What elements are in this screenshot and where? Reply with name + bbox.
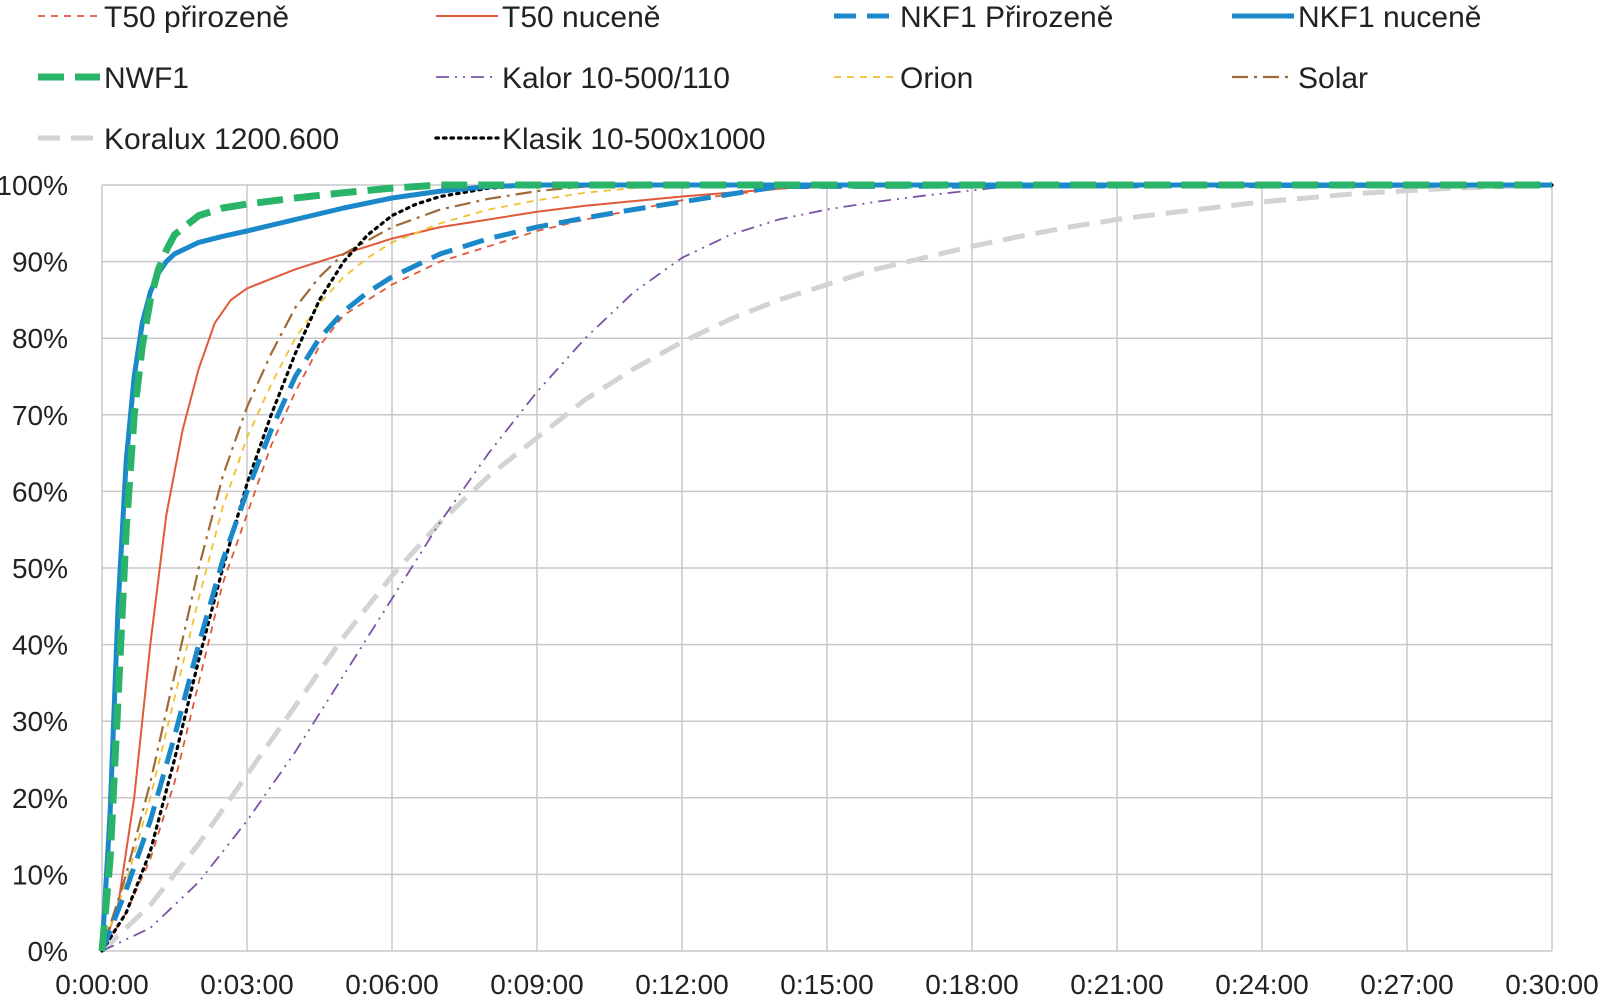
series-line-8	[100, 182, 1553, 953]
y-tick-label: 60%	[12, 476, 68, 507]
chart-series-group	[98, 181, 1554, 953]
x-tick-label: 0:30:00	[1505, 969, 1598, 1000]
y-axis-tick-labels: 0% 10% 20% 30% 40% 50% 60% 70% 80% 90% 100%	[0, 170, 68, 967]
y-tick-label: 30%	[12, 706, 68, 737]
legend-label: Koralux 1200.600	[104, 123, 339, 156]
y-tick-label: 40%	[12, 630, 68, 661]
x-tick-label: 0:24:00	[1215, 969, 1308, 1000]
chart-grid	[101, 184, 1553, 952]
y-tick-label: 20%	[12, 783, 68, 814]
legend-item: Koralux 1200.600	[38, 123, 339, 156]
series-line-1	[101, 184, 1552, 952]
series-line-9	[100, 183, 1554, 953]
legend-label: Klasik 10-500x1000	[502, 123, 766, 156]
x-tick-label: 0:00:00	[55, 969, 148, 1000]
legend-item: T50 přirozeně	[38, 1, 289, 34]
legend-item: T50 nuceně	[436, 1, 660, 34]
x-tick-label: 0:15:00	[780, 969, 873, 1000]
x-axis-tick-labels: 0:00:00 0:03:00 0:06:00 0:09:00 0:12:00 0:15:…	[55, 969, 1598, 1000]
legend-label: NWF1	[104, 62, 189, 95]
y-tick-label: 90%	[12, 247, 68, 278]
legend-label: Kalor 10-500/110	[502, 62, 730, 95]
y-tick-label: 50%	[12, 553, 68, 584]
y-tick-label: 10%	[12, 859, 68, 890]
legend-item: NKF1 nuceně	[1232, 1, 1481, 34]
series-line-6	[101, 184, 1552, 952]
legend-item: Orion	[834, 62, 973, 95]
x-tick-label: 0:09:00	[490, 969, 583, 1000]
legend-item: Kalor 10-500/110	[436, 62, 730, 95]
legend-label: Orion	[900, 62, 973, 95]
series-line-7	[100, 183, 1552, 952]
x-tick-label: 0:03:00	[200, 969, 293, 1000]
series-line-3	[99, 182, 1552, 952]
y-tick-label: 0%	[28, 936, 68, 967]
x-tick-label: 0:27:00	[1360, 969, 1453, 1000]
y-tick-label: 100%	[0, 170, 68, 201]
legend-item: NKF1 Přirozeně	[834, 1, 1113, 34]
legend-item: Klasik 10-500x1000	[434, 123, 766, 156]
chart-legend: T50 přirozeně T50 nuceně NKF1 Přirozeně NKF…	[38, 1, 1481, 156]
legend-label: NKF1 Přirozeně	[900, 1, 1113, 34]
legend-item: Solar	[1232, 62, 1368, 95]
series-line-4	[98, 181, 1552, 952]
x-tick-label: 0:21:00	[1070, 969, 1163, 1000]
legend-label: NKF1 nuceně	[1298, 1, 1481, 34]
legend-label: Solar	[1298, 62, 1368, 95]
legend-label: T50 nuceně	[502, 1, 660, 34]
legend-item: NWF1	[38, 62, 189, 95]
x-tick-label: 0:06:00	[345, 969, 438, 1000]
y-tick-label: 70%	[12, 400, 68, 431]
series-line-2	[99, 182, 1553, 952]
x-tick-label: 0:18:00	[925, 969, 1018, 1000]
y-tick-label: 80%	[12, 323, 68, 354]
legend-label: T50 přirozeně	[104, 1, 289, 34]
x-tick-label: 0:12:00	[635, 969, 728, 1000]
